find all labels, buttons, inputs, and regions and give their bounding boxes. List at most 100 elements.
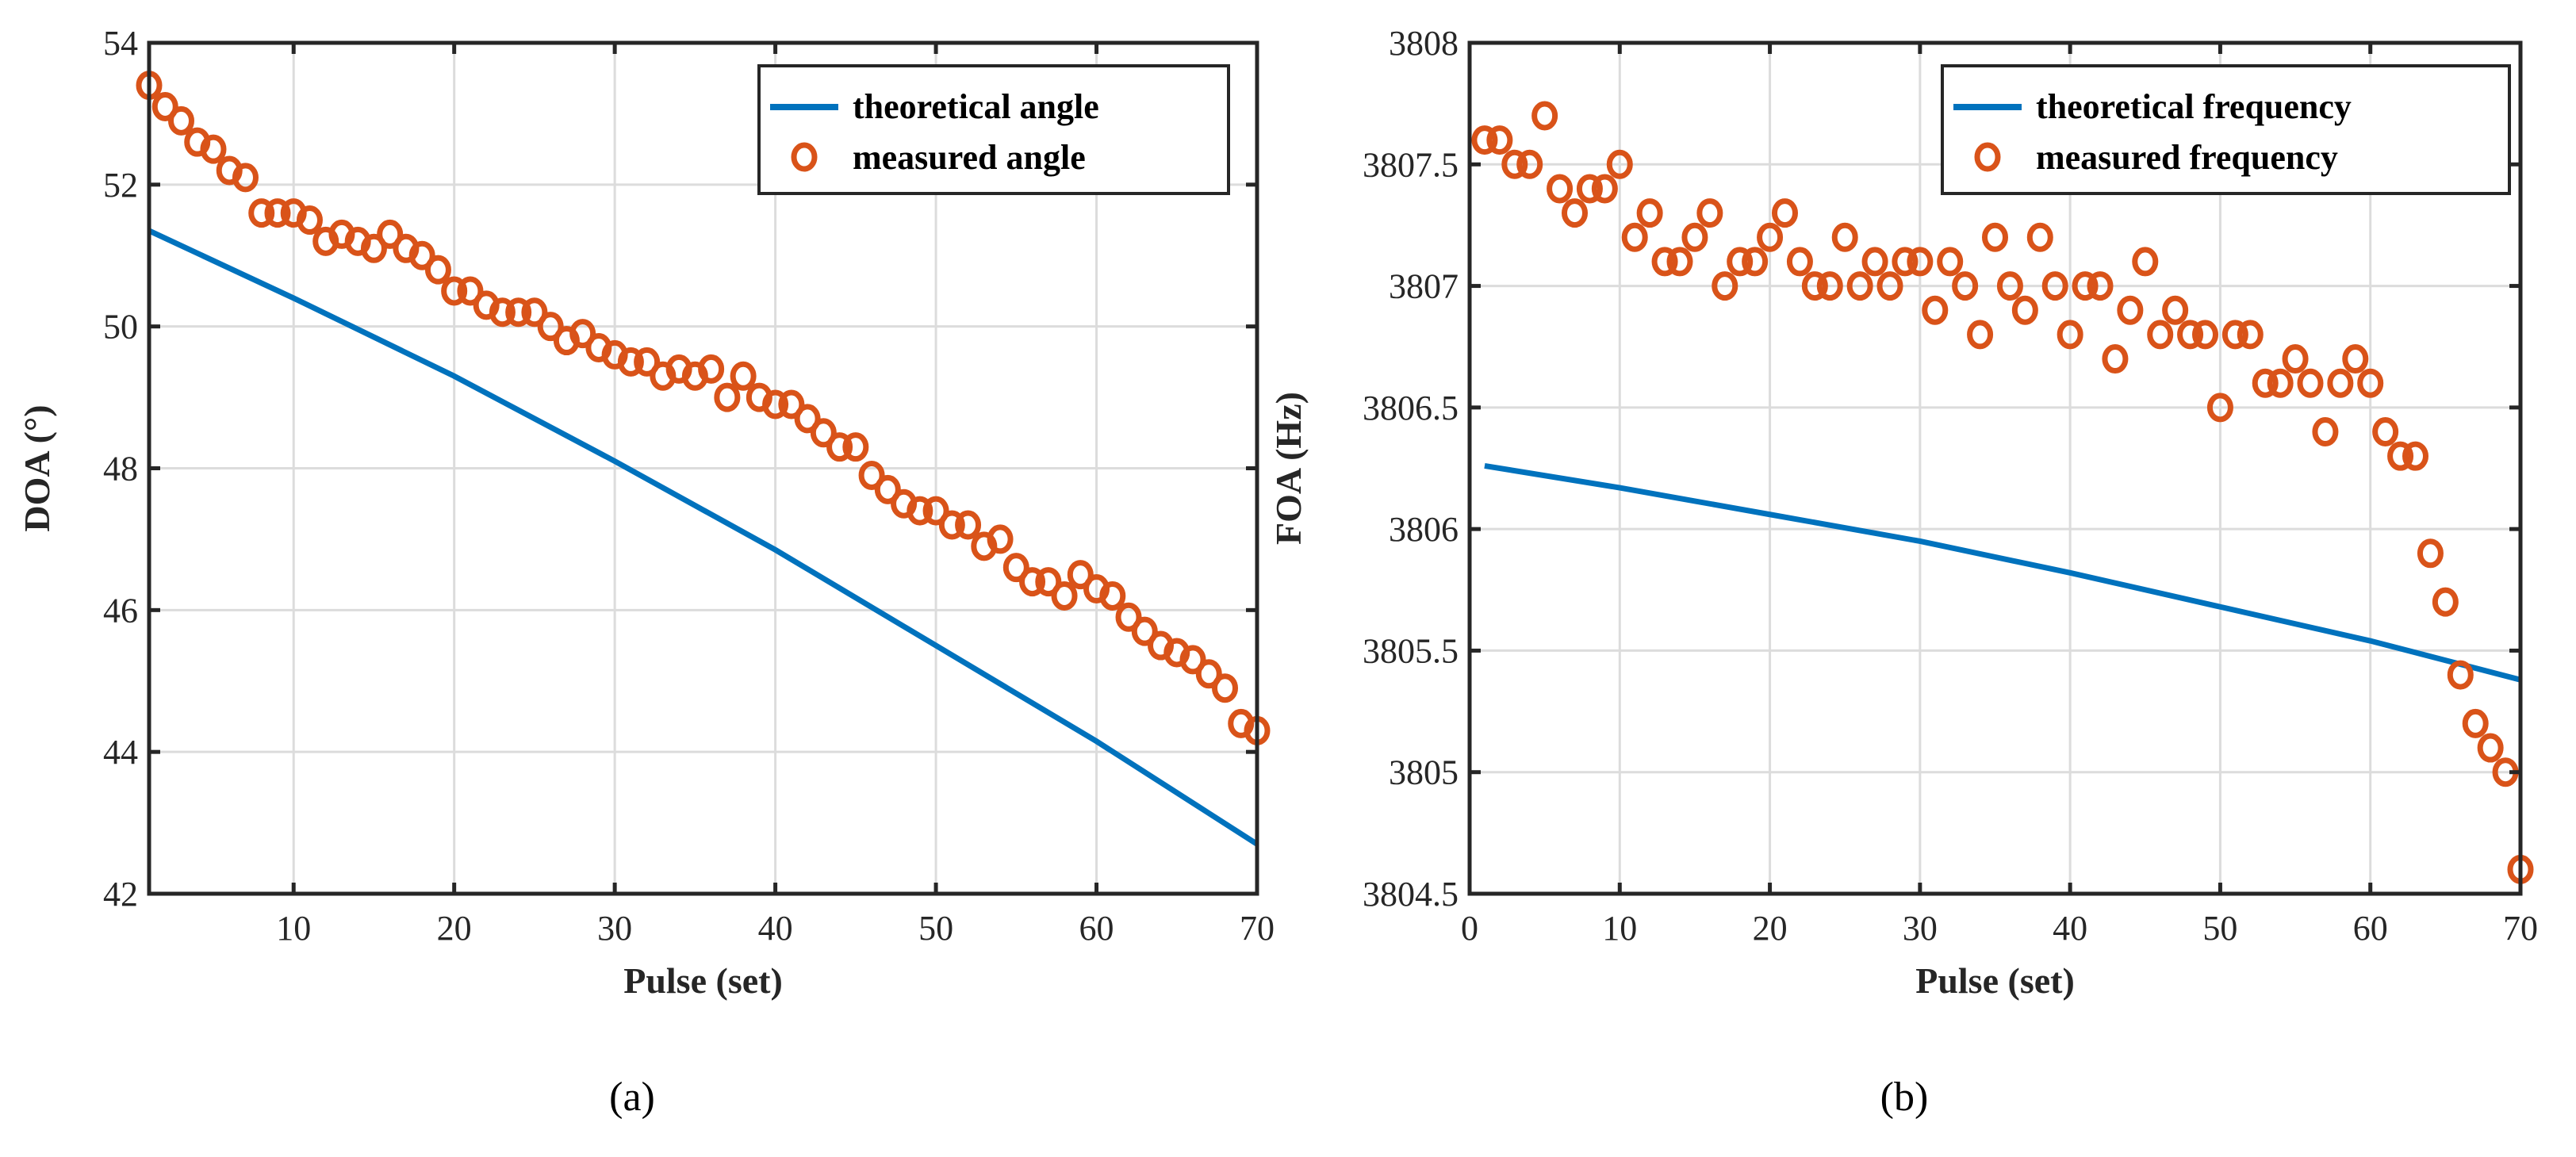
data-point (2147, 320, 2174, 350)
data-point (762, 389, 789, 420)
data-point (2387, 441, 2414, 471)
data-point (1831, 222, 1858, 252)
data-point (2041, 271, 2068, 301)
data-point (1846, 271, 1873, 301)
data-point (1952, 271, 1979, 301)
y-tick-label: 48 (103, 450, 138, 488)
data-point (1816, 271, 1843, 301)
data-point (2072, 271, 2099, 301)
data-point (2312, 417, 2339, 447)
legend-marker-icon (1974, 142, 2001, 172)
y-tick-label: 3806.5 (1363, 389, 1459, 427)
data-point (1501, 149, 1528, 179)
data-point (2432, 587, 2459, 617)
chart-b: 0 10 20 30 40 50 60 70 3804.5 3805 3805.5 3806 3806.… (1268, 24, 2538, 1120)
chart-a: 10 20 30 40 50 60 70 42 44 46 48 50 52 54 Pulse (set) D… (17, 24, 1275, 1120)
data-point (1035, 567, 1062, 597)
x-axis-label: Pulse (set) (623, 960, 783, 1001)
data-point (1516, 149, 1543, 179)
data-point (778, 389, 805, 420)
data-point (1651, 247, 1678, 277)
data-point (2372, 417, 2399, 447)
data-point (1937, 247, 1964, 277)
data-point (457, 276, 484, 306)
y-tick-label: 3807.5 (1363, 145, 1459, 184)
x-tick-label: 20 (1753, 909, 1788, 948)
data-point (1996, 271, 2023, 301)
data-point (1099, 580, 1126, 611)
y-tick-label: 3806 (1389, 510, 1459, 549)
data-point (2132, 247, 2159, 277)
data-point (1727, 247, 1754, 277)
data-point (151, 91, 178, 121)
data-point (1606, 149, 1633, 179)
data-point (2267, 368, 2294, 398)
data-point (2026, 222, 2053, 252)
y-axis-label: DOA (°) (17, 404, 57, 531)
data-point (200, 134, 227, 164)
data-point (1131, 616, 1158, 646)
data-point (2221, 320, 2248, 350)
x-tick-label: 0 (1461, 909, 1478, 948)
legend: theoretical angle measured angle (757, 64, 1230, 195)
x-tick-label: 10 (1602, 909, 1637, 948)
data-point (826, 432, 853, 462)
data-point (537, 312, 564, 342)
data-point (2357, 368, 2384, 398)
data-point (1861, 247, 1888, 277)
data-point (2087, 271, 2114, 301)
data-point (167, 105, 194, 136)
data-point (1907, 247, 1934, 277)
data-point (2162, 295, 2189, 325)
series-line-theoretical-frequency (1484, 462, 2521, 683)
data-point (424, 255, 451, 285)
y-tick-label: 3807 (1389, 267, 1459, 306)
data-point (232, 163, 259, 193)
data-point (505, 297, 532, 328)
x-tick-label: 60 (1079, 909, 1114, 948)
data-point (2477, 733, 2504, 763)
data-point (730, 361, 757, 391)
x-tick-label: 70 (1240, 909, 1275, 948)
data-point (1547, 174, 1574, 204)
data-point (1892, 247, 1919, 277)
data-point (1772, 198, 1798, 228)
x-tick-label: 40 (2053, 909, 2087, 948)
data-point (296, 205, 323, 236)
data-point (2297, 368, 2324, 398)
data-point (907, 496, 933, 526)
data-point (1922, 295, 1949, 325)
data-point (2447, 660, 2474, 690)
data-point (1115, 602, 1142, 632)
data-point (521, 297, 548, 328)
y-axis-label: FOA (Hz) (1268, 392, 1309, 545)
y-tick-label: 52 (103, 166, 138, 205)
legend-label: theoretical angle (853, 87, 1099, 126)
legend-label: measured angle (853, 138, 1086, 177)
data-point (922, 496, 949, 526)
x-tick-label: 30 (1903, 909, 1938, 948)
data-point (441, 276, 468, 306)
y-tick-label: 3805 (1389, 753, 1459, 792)
legend-box (757, 64, 1230, 195)
data-point (1757, 222, 1784, 252)
axes-box (1467, 40, 2523, 896)
data-point (2102, 344, 2129, 374)
legend-label: theoretical frequency (2036, 87, 2352, 126)
data-point (1471, 125, 1498, 155)
data-point (1002, 553, 1029, 583)
x-tick-label: 20 (437, 909, 472, 948)
y-tick-label: 3804.5 (1363, 875, 1459, 914)
series-line-theoretical-angle (148, 228, 1259, 847)
data-point (1019, 567, 1046, 597)
data-point (360, 233, 387, 263)
y-tick-label: 44 (103, 733, 138, 772)
y-tick-label: 3808 (1389, 24, 1459, 63)
data-point (2417, 538, 2444, 569)
data-point (2057, 320, 2083, 350)
data-point (1967, 320, 1994, 350)
data-point (1801, 271, 1828, 301)
data-point (1212, 673, 1239, 703)
x-tick-label: 50 (918, 909, 953, 948)
